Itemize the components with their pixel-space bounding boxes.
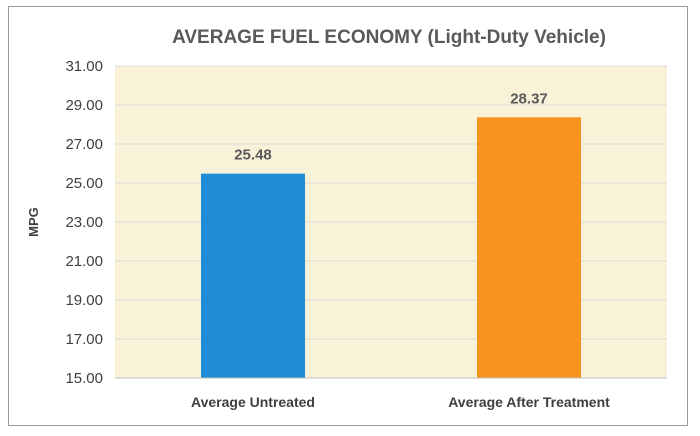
y-tick-label: 27.00 [65, 136, 103, 153]
y-tick-label: 25.00 [65, 175, 103, 192]
y-tick-label: 17.00 [65, 331, 103, 348]
chart-title: AVERAGE FUEL ECONOMY (Light-Duty Vehicle… [172, 27, 606, 48]
bar-2 [477, 117, 581, 378]
y-tick-label: 23.00 [65, 214, 103, 231]
y-tick-label: 31.00 [65, 58, 103, 75]
bar-1 [201, 173, 305, 378]
x-category-label-2: Average After Treatment [448, 394, 610, 410]
y-tick-label: 19.00 [65, 292, 103, 309]
bars [201, 117, 581, 378]
y-axis-ticks: 15.00 17.00 19.00 21.00 23.00 25.00 27.00 29.00… [65, 58, 103, 387]
data-label-1: 25.48 [234, 147, 272, 164]
y-axis-label: MPG [26, 207, 41, 237]
y-tick-label: 29.00 [65, 97, 103, 114]
data-labels: 25.48 28.37 [234, 90, 548, 163]
x-category-label-1: Average Untreated [191, 394, 315, 410]
y-tick-label: 21.00 [65, 253, 103, 270]
y-tick-label: 15.00 [65, 370, 103, 387]
data-label-2: 28.37 [510, 90, 548, 107]
x-axis-categories: Average Untreated Average After Treatment [191, 394, 610, 410]
